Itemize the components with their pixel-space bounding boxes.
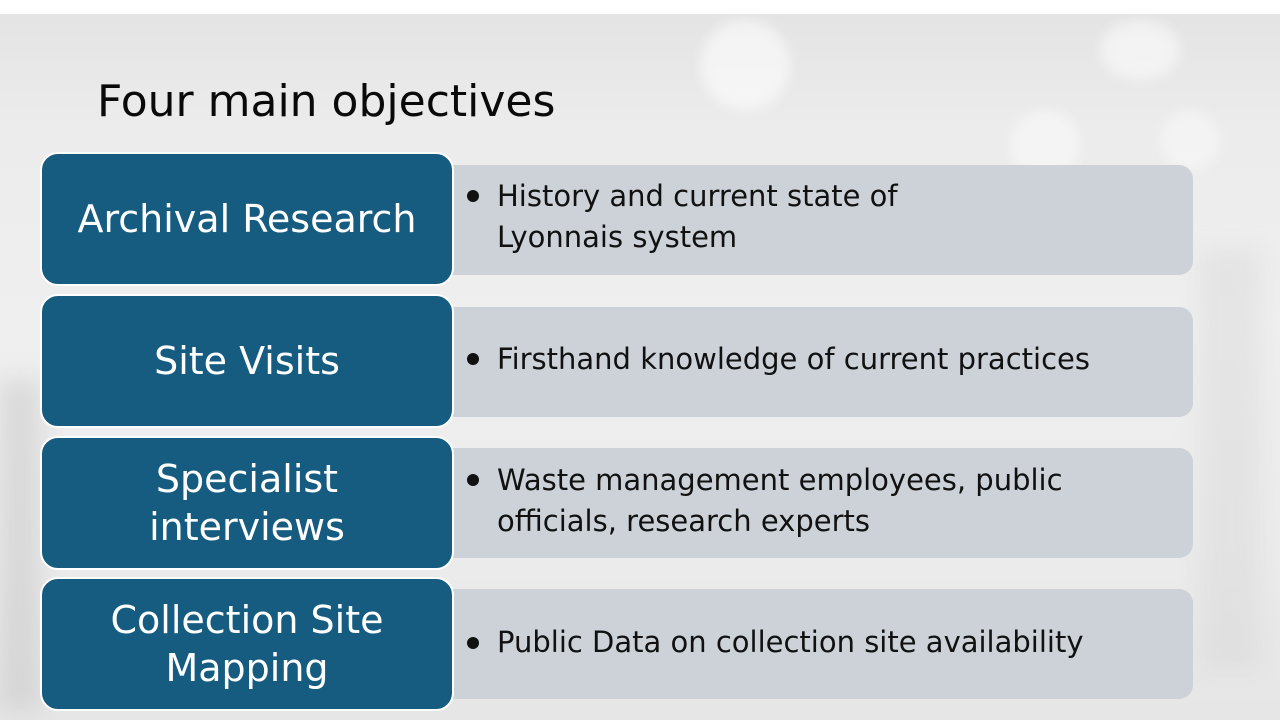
background-shade: [0, 380, 40, 710]
bullet-icon: [467, 637, 479, 649]
objective-description: Firsthand knowledge of current practices: [497, 339, 1177, 380]
description-line: Public Data on collection site availabil…: [497, 625, 1084, 659]
description-line: officials, research experts: [497, 504, 870, 538]
objective-description-box: [436, 307, 1193, 417]
objective-label-box: Archival Research: [40, 152, 454, 286]
objective-description-box: [436, 448, 1193, 558]
description-line: History and current state of: [497, 179, 898, 213]
background-bokeh: [1160, 110, 1220, 170]
objective-label-box: Collection Site Mapping: [40, 577, 454, 711]
objective-label: interviews: [149, 505, 345, 549]
objective-description-box: [436, 165, 1193, 275]
background-bokeh: [1100, 20, 1180, 80]
objective-description: Public Data on collection site availabil…: [497, 622, 1177, 663]
bullet-icon: [467, 353, 479, 365]
objective-label: Collection Site: [110, 598, 384, 642]
objective-label: Specialist: [155, 457, 339, 501]
background-bokeh: [700, 20, 790, 110]
slide-top-border: [0, 0, 1280, 14]
objective-description: Waste management employees, public offic…: [497, 460, 1177, 542]
background-shade: [1200, 250, 1260, 670]
objective-label: Mapping: [165, 646, 329, 690]
description-line: Waste management employees, public: [497, 463, 1063, 497]
objective-label-box: Specialist interviews: [40, 436, 454, 570]
objective-description-box: [436, 589, 1193, 699]
objective-label: Site Visits: [154, 339, 340, 383]
bullet-icon: [467, 190, 479, 202]
description-line: Lyonnais system: [497, 220, 738, 254]
slide-title: Four main objectives: [97, 76, 556, 127]
objective-description: History and current state of Lyonnais sy…: [497, 176, 1177, 258]
objective-label-box: Site Visits: [40, 294, 454, 428]
objective-label: Archival Research: [77, 197, 417, 241]
description-line: Firsthand knowledge of current practices: [497, 342, 1090, 376]
bullet-icon: [467, 474, 479, 486]
